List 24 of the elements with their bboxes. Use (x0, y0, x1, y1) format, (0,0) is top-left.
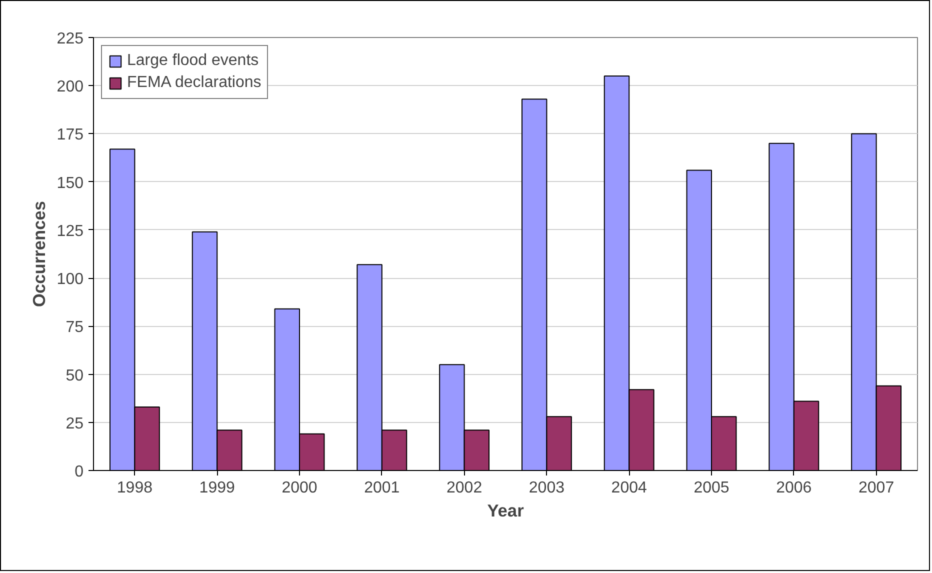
x-tick-label: 2000 (282, 480, 318, 496)
y-tick-label: 75 (66, 319, 84, 336)
x-tick-label: 2001 (364, 480, 400, 496)
legend-label: Large flood events (127, 52, 259, 70)
x-tick-label: 2006 (776, 480, 812, 496)
y-tick-label: 175 (56, 126, 84, 144)
x-tick-label: 2004 (611, 480, 647, 496)
y-tick-label: 200 (56, 78, 84, 96)
legend-label: FEMA declarations (127, 74, 262, 92)
y-tick-label: 100 (56, 271, 84, 288)
y-tick-label: 225 (56, 30, 84, 48)
x-tick-label: 1998 (116, 480, 153, 496)
y-axis-title: Occurrences (28, 201, 49, 307)
x-tick-label: 2003 (528, 480, 565, 496)
x-tick-label: 1999 (199, 480, 235, 496)
y-tick-label: 150 (56, 174, 84, 192)
y-tick-label: 50 (66, 367, 84, 384)
y-tick-label: 25 (66, 415, 84, 432)
x-tick-label: 2002 (446, 480, 482, 496)
y-tick-label: 0 (74, 464, 84, 480)
y-tick-label: 125 (56, 222, 84, 240)
x-axis-title: Year (487, 500, 524, 520)
x-tick-label: 2007 (858, 480, 894, 496)
x-tick-label: 2005 (694, 480, 730, 496)
